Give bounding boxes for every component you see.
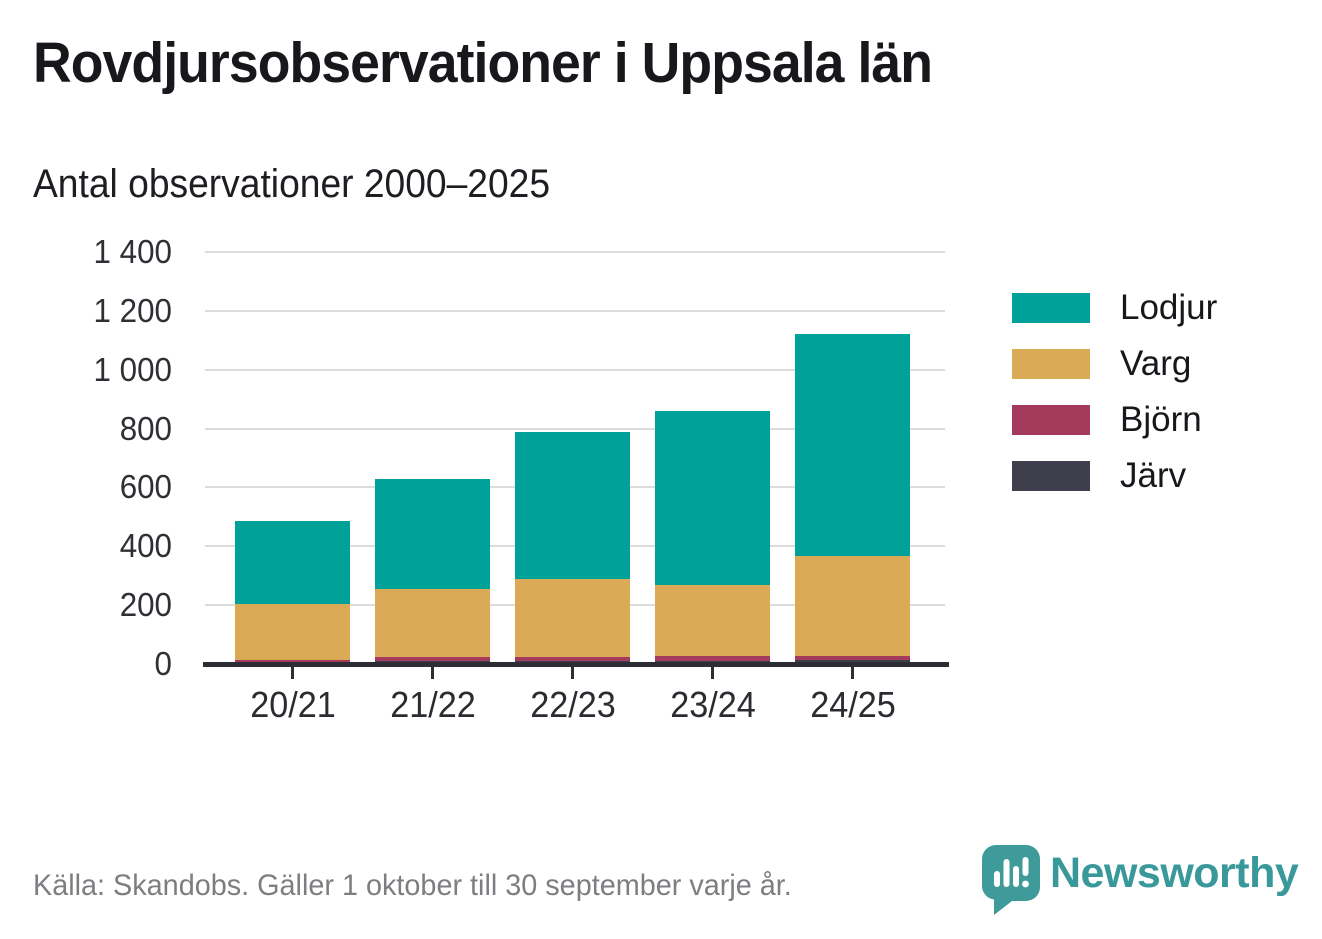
legend-swatch-bj-rn bbox=[1012, 405, 1090, 435]
plot-area bbox=[205, 251, 945, 664]
y-tick-label-400: 400 bbox=[119, 527, 172, 565]
bar-segment-lodjur-24-25 bbox=[795, 334, 910, 556]
gridline-800 bbox=[205, 427, 945, 430]
bar-segment-bj-rn-22-23 bbox=[515, 656, 630, 662]
bar-segment-bj-rn-23-24 bbox=[655, 656, 770, 662]
bar-segment-bj-rn-20-21 bbox=[235, 659, 350, 663]
chart-subtitle: Antal observationer 2000–2025 bbox=[33, 162, 551, 206]
legend-item-lodjur: Lodjur bbox=[1012, 288, 1217, 327]
legend-swatch-lodjur bbox=[1012, 293, 1090, 323]
legend-swatch-varg bbox=[1012, 349, 1090, 379]
y-tick-label-800: 800 bbox=[119, 409, 172, 447]
legend-item-varg: Varg bbox=[1012, 344, 1217, 383]
x-tick-21-22 bbox=[431, 667, 434, 679]
bar-segment-lodjur-20-21 bbox=[235, 521, 350, 604]
newsworthy-logo-icon bbox=[982, 845, 1040, 915]
legend-label-j-rv: Järv bbox=[1120, 456, 1187, 495]
x-tick-20-21 bbox=[291, 667, 294, 679]
bar-segment-bj-rn-21-22 bbox=[375, 656, 490, 662]
legend-label-lodjur: Lodjur bbox=[1120, 288, 1218, 327]
bar-segment-varg-22-23 bbox=[515, 578, 630, 657]
y-tick-label-1200: 1 200 bbox=[93, 291, 172, 329]
y-tick-label-0: 0 bbox=[154, 645, 172, 682]
y-tick-label-600: 600 bbox=[119, 468, 172, 506]
bar-segment-varg-24-25 bbox=[795, 555, 910, 656]
chart-title: Rovdjursobservationer i Uppsala län bbox=[33, 31, 933, 95]
brand-name: Newsworthy bbox=[1050, 849, 1299, 897]
legend-item-bj-rn: Björn bbox=[1012, 400, 1217, 439]
x-tick-23-24 bbox=[711, 667, 714, 679]
source-note: Källa: Skandobs. Gäller 1 oktober till 3… bbox=[33, 869, 792, 902]
legend-label-bj-rn: Björn bbox=[1120, 400, 1202, 439]
y-tick-label-1400: 1 400 bbox=[93, 233, 172, 270]
bar-segment-lodjur-21-22 bbox=[375, 478, 490, 589]
bar-segment-varg-23-24 bbox=[655, 585, 770, 657]
bar-segment-lodjur-23-24 bbox=[655, 410, 770, 586]
gridline-1200 bbox=[205, 309, 945, 312]
legend-item-j-rv: Järv bbox=[1012, 456, 1217, 495]
bar-segment-varg-21-22 bbox=[375, 588, 490, 657]
y-tick-label-200: 200 bbox=[119, 586, 172, 624]
x-tick-22-23 bbox=[571, 667, 574, 679]
x-tick-label-20-21: 20/21 bbox=[249, 684, 336, 725]
legend-swatch-j-rv bbox=[1012, 461, 1090, 491]
bar-segment-lodjur-22-23 bbox=[515, 431, 630, 579]
bar-segment-varg-20-21 bbox=[235, 603, 350, 660]
x-tick-label-24-25: 24/25 bbox=[809, 684, 896, 725]
brand-logo: Newsworthy bbox=[982, 845, 1299, 915]
x-tick-24-25 bbox=[851, 667, 854, 679]
gridline-1000 bbox=[205, 368, 945, 371]
x-tick-label-21-22: 21/22 bbox=[389, 684, 476, 725]
x-axis-line bbox=[203, 662, 949, 667]
x-tick-label-23-24: 23/24 bbox=[669, 684, 756, 725]
legend-label-varg: Varg bbox=[1120, 344, 1192, 383]
legend: Lodjur Varg Björn Järv bbox=[1012, 288, 1217, 516]
gridline-1400 bbox=[205, 251, 945, 253]
x-tick-label-22-23: 22/23 bbox=[529, 684, 616, 725]
y-tick-label-1000: 1 000 bbox=[93, 350, 172, 388]
bar-segment-bj-rn-24-25 bbox=[795, 655, 910, 661]
